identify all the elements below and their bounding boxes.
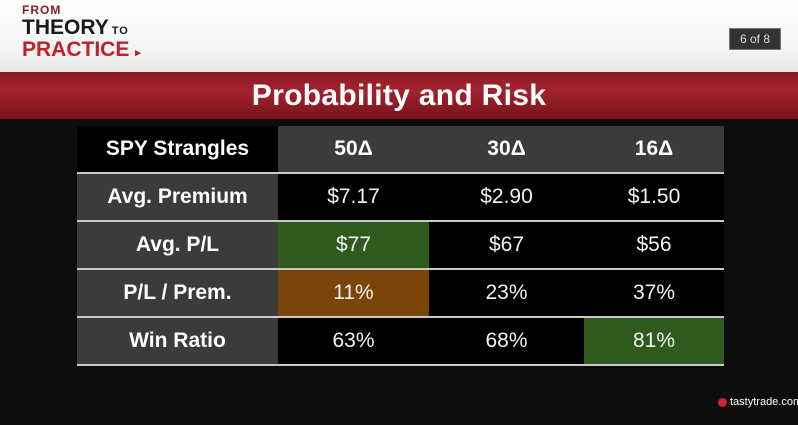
table-cell: $1.50 [584,174,724,220]
brand-logo: tastytrade.com [718,396,798,408]
table-cell: $67 [429,222,584,268]
header-bar: FROM THEORY TO PRACTICE ▸ 6 of 8 [0,0,798,72]
row-label-avg-premium: Avg. Premium [77,174,278,220]
table-header-row: SPY Strangles 50Δ 30Δ 16Δ [77,126,724,174]
page-indicator: 6 of 8 [729,28,781,50]
column-header-30-delta: 30Δ [429,126,584,172]
comparison-table: SPY Strangles 50Δ 30Δ 16Δ Avg. Premium $… [77,126,724,366]
table-cell: 37% [584,270,724,316]
highlighted-cell: $77 [278,222,429,268]
table-cell: 63% [278,318,429,364]
table-row: Win Ratio 63% 68% 81% [77,318,724,366]
highlighted-cell: 81% [584,318,724,364]
table-cell: 68% [429,318,584,364]
table-row: Avg. Premium $7.17 $2.90 $1.50 [77,174,724,222]
logo-theory: THEORY TO [22,16,129,39]
logo-from: FROM [22,3,62,17]
row-label-avg-pl: Avg. P/L [77,222,278,268]
brand-text: tastytrade.com [730,396,798,408]
title-band: Probability and Risk [0,72,798,119]
row-label-pl-per-premium: P/L / Prem. [77,270,278,316]
table-cell: 23% [429,270,584,316]
table-cell: $2.90 [429,174,584,220]
column-header-strategy: SPY Strangles [77,126,278,172]
table-cell: $7.17 [278,174,429,220]
highlighted-cell: 11% [278,270,429,316]
table-row: P/L / Prem. 11% 23% 37% [77,270,724,318]
slide-title: Probability and Risk [251,78,547,112]
cherry-icon [718,397,727,407]
row-label-win-ratio: Win Ratio [77,318,278,364]
table-cell: $56 [584,222,724,268]
column-header-16-delta: 16Δ [584,126,724,172]
show-logo: FROM THEORY TO PRACTICE ▸ [22,4,141,60]
column-header-50-delta: 50Δ [278,126,429,172]
table-row: Avg. P/L $77 $67 $56 [77,222,724,270]
logo-practice: PRACTICE ▸ [22,38,141,61]
